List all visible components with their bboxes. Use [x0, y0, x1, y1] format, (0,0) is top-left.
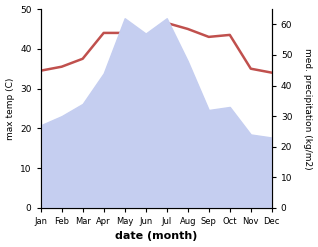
X-axis label: date (month): date (month) [115, 231, 197, 242]
Y-axis label: max temp (C): max temp (C) [5, 77, 15, 140]
Y-axis label: med. precipitation (kg/m2): med. precipitation (kg/m2) [303, 48, 313, 169]
